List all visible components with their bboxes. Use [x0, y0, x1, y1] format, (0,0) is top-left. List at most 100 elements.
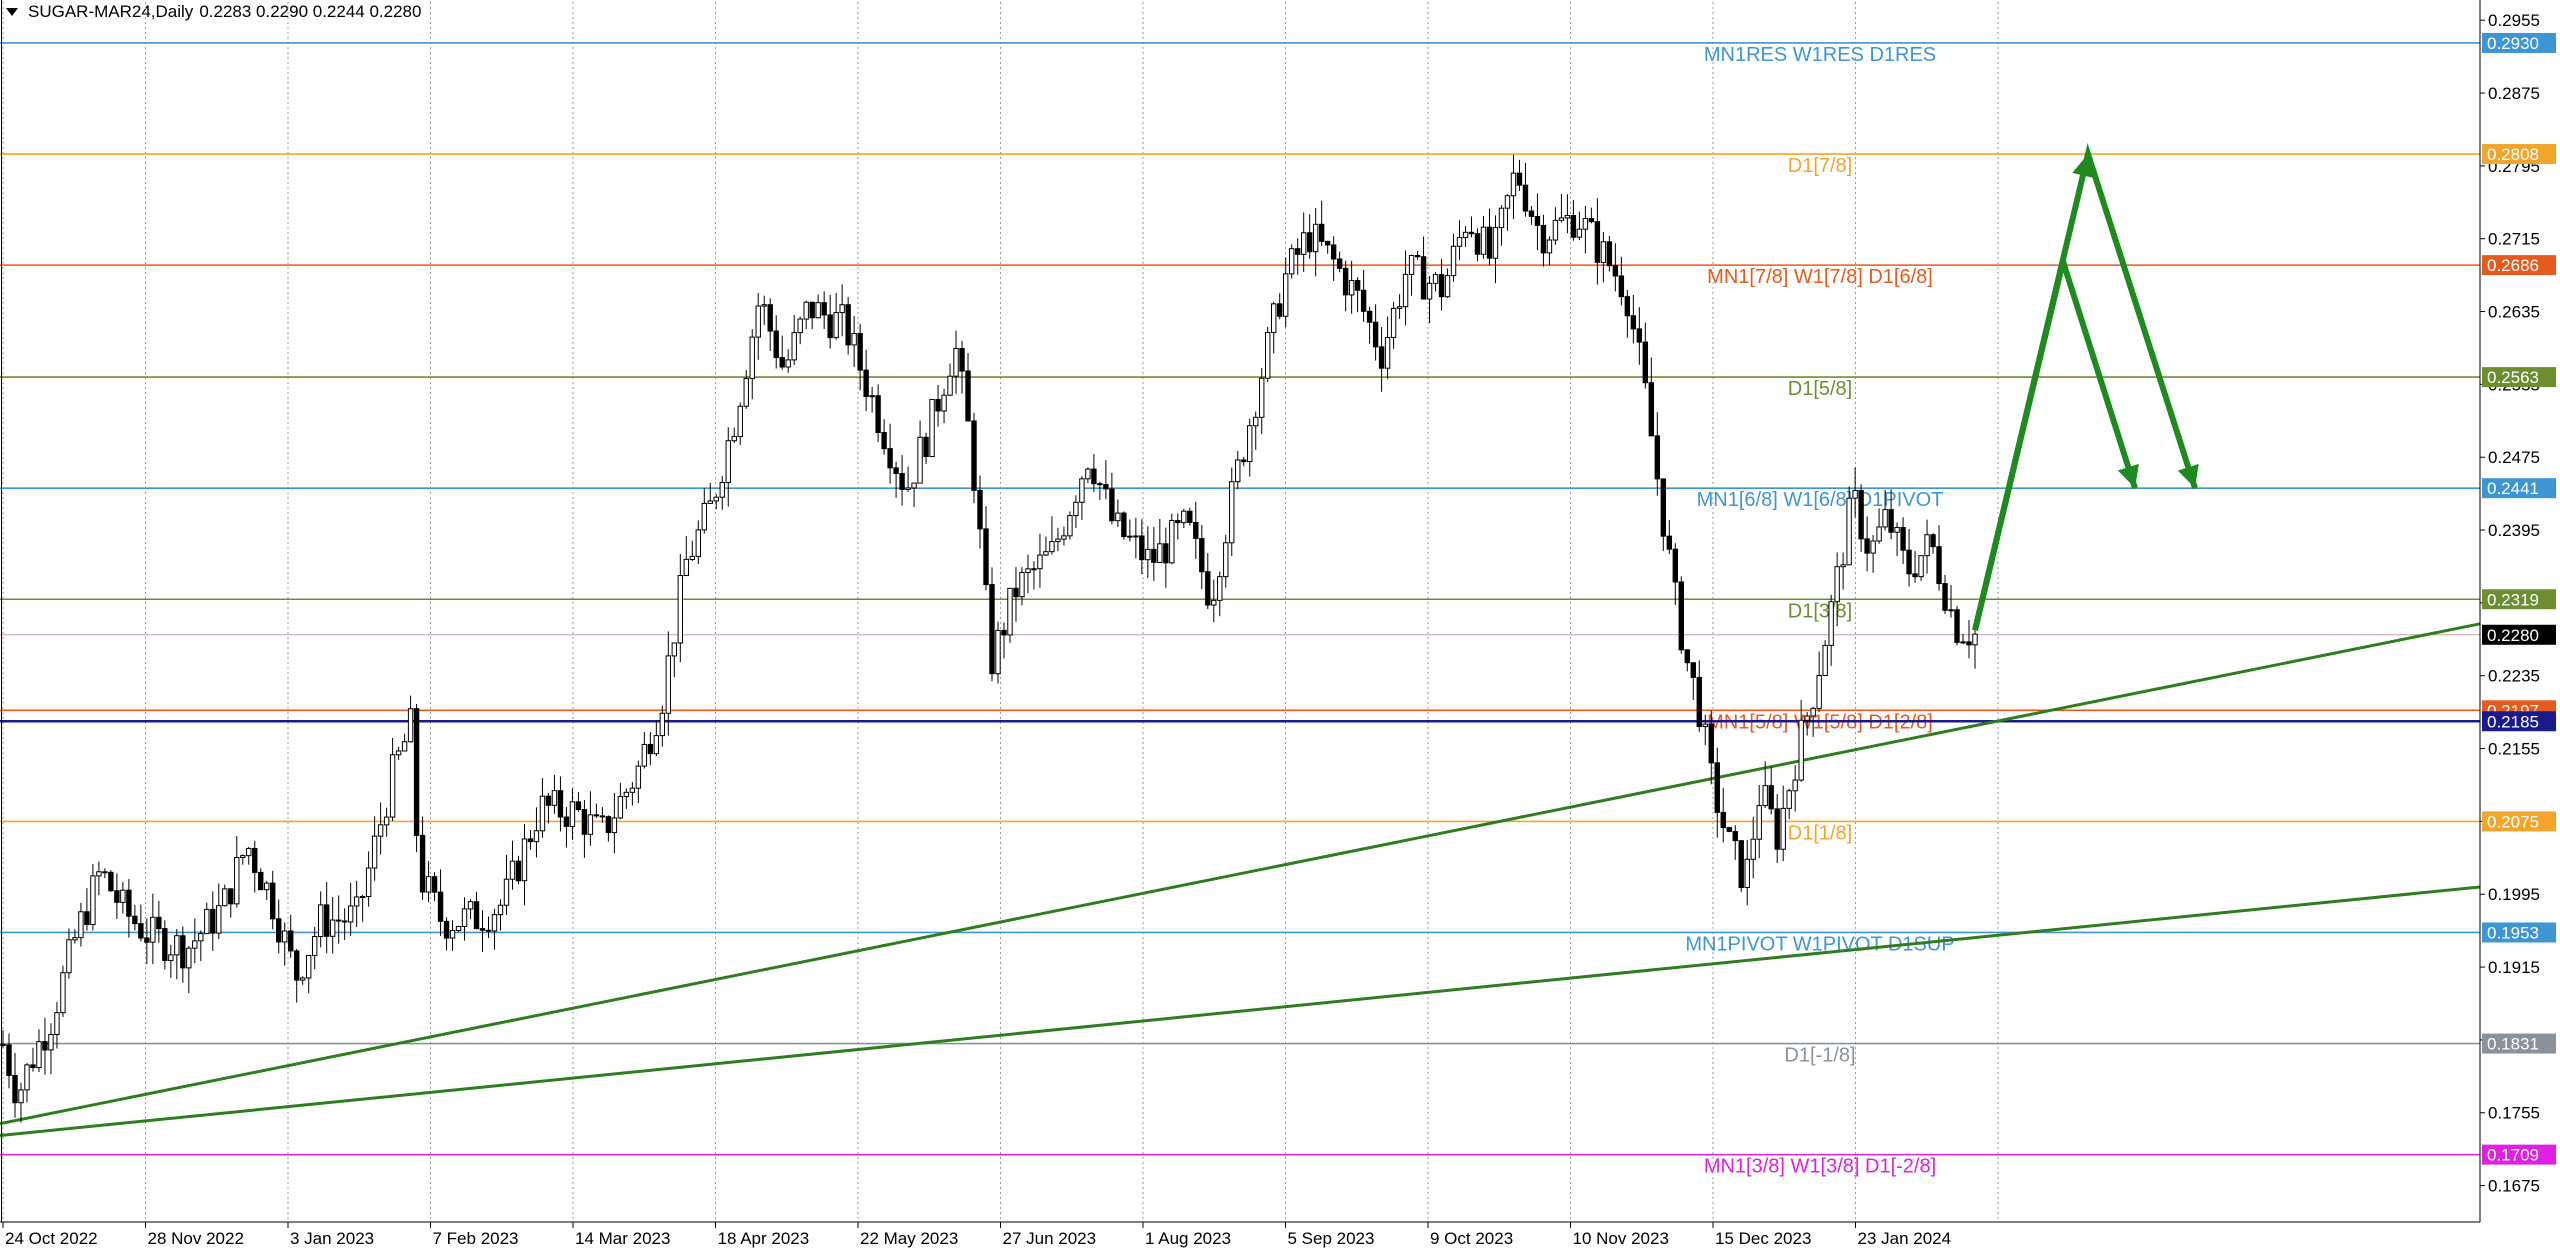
candle	[1408, 254, 1415, 296]
candle-body	[1061, 535, 1067, 540]
candle	[204, 902, 210, 935]
candle	[557, 776, 564, 832]
candle-body	[1624, 296, 1631, 317]
candle-body	[1450, 245, 1457, 277]
candle	[419, 816, 426, 900]
candle	[1966, 620, 1972, 659]
candle-body	[48, 1033, 54, 1051]
candle	[797, 316, 803, 345]
candle-body	[1882, 509, 1888, 528]
candle-body	[1846, 497, 1852, 566]
candle-body	[827, 314, 833, 339]
candle	[1798, 699, 1804, 782]
candle	[228, 888, 234, 918]
candle	[509, 840, 516, 890]
candle	[198, 930, 204, 962]
candle-body	[617, 796, 624, 819]
candle-body	[1630, 315, 1637, 330]
x-tick-label: 24 Oct 2022	[5, 1229, 98, 1248]
candle-body	[611, 817, 618, 834]
candle-body	[851, 333, 857, 346]
candle-body	[395, 750, 402, 756]
price-tag-label: 0.2808	[2487, 145, 2539, 164]
candle	[1348, 260, 1355, 314]
candle-body	[935, 398, 941, 412]
x-tick-label: 3 Jan 2023	[290, 1229, 374, 1248]
candle	[401, 733, 408, 752]
candle	[1217, 571, 1223, 617]
candle-body	[168, 954, 174, 961]
candle-body	[1175, 519, 1181, 524]
candle-body	[899, 472, 905, 490]
candle-body	[749, 336, 755, 379]
candle	[875, 384, 881, 443]
candle	[144, 918, 150, 965]
forecast-arrowhead	[2177, 463, 2199, 489]
candle	[1576, 211, 1583, 241]
candle-body	[1462, 231, 1469, 239]
price-tag-label: 0.1953	[2487, 923, 2539, 942]
candle	[995, 621, 1001, 684]
candle	[240, 854, 246, 865]
x-tick-label: 1 Aug 2023	[1145, 1229, 1231, 1248]
candle	[785, 349, 791, 373]
candle-body	[1822, 644, 1828, 676]
candle-body	[1414, 254, 1421, 258]
candle	[1318, 200, 1325, 247]
candle-body	[1498, 207, 1505, 229]
candle-body	[779, 357, 785, 368]
candle-body	[1426, 282, 1433, 300]
candle-body	[1181, 510, 1187, 524]
y-tick-label: 0.2475	[2488, 448, 2540, 467]
candle	[653, 719, 660, 757]
candle	[6, 1033, 12, 1089]
candle	[1037, 533, 1043, 588]
candle-body	[1558, 217, 1565, 221]
candle-body	[551, 790, 558, 806]
candle	[1444, 268, 1451, 298]
price-tag	[2482, 32, 2556, 53]
candle	[252, 840, 258, 893]
price-tag-label: 0.2441	[2487, 479, 2539, 498]
candle-body	[1504, 195, 1511, 209]
candle-body	[1834, 566, 1840, 603]
candle-body	[323, 904, 330, 937]
candle	[1199, 524, 1205, 589]
candle-body	[905, 487, 911, 490]
candle	[1324, 240, 1331, 254]
candle	[1948, 584, 1954, 618]
candle-body	[294, 950, 300, 981]
candle-body	[815, 302, 821, 319]
candle	[1480, 215, 1487, 259]
price-tag	[2482, 589, 2556, 610]
trendline	[0, 885, 2481, 1137]
candle	[371, 816, 378, 881]
candle-body	[1073, 501, 1079, 517]
candle-body	[1528, 210, 1535, 217]
candle	[48, 1023, 54, 1075]
candle-body	[953, 347, 959, 377]
candle-body	[1013, 587, 1019, 598]
candle	[1498, 205, 1505, 246]
candle-body	[1858, 490, 1864, 540]
candle	[1019, 567, 1025, 606]
candle-body	[30, 1064, 36, 1069]
candle-body	[1127, 535, 1133, 538]
price-tag	[2482, 255, 2556, 276]
candle-body	[983, 528, 989, 586]
candle	[833, 293, 839, 340]
candle	[407, 695, 414, 743]
candle	[659, 705, 666, 747]
candle-body	[455, 925, 462, 931]
candle-body	[713, 496, 719, 502]
candle-body	[1271, 303, 1277, 333]
candle	[1378, 327, 1385, 392]
dropdown-triangle-icon[interactable]	[6, 8, 18, 16]
candle-body	[839, 304, 845, 314]
candle-body	[1402, 273, 1409, 308]
candle-body	[1606, 241, 1613, 267]
candle	[1384, 316, 1391, 379]
candle	[455, 925, 462, 933]
candle-body	[1612, 265, 1619, 277]
